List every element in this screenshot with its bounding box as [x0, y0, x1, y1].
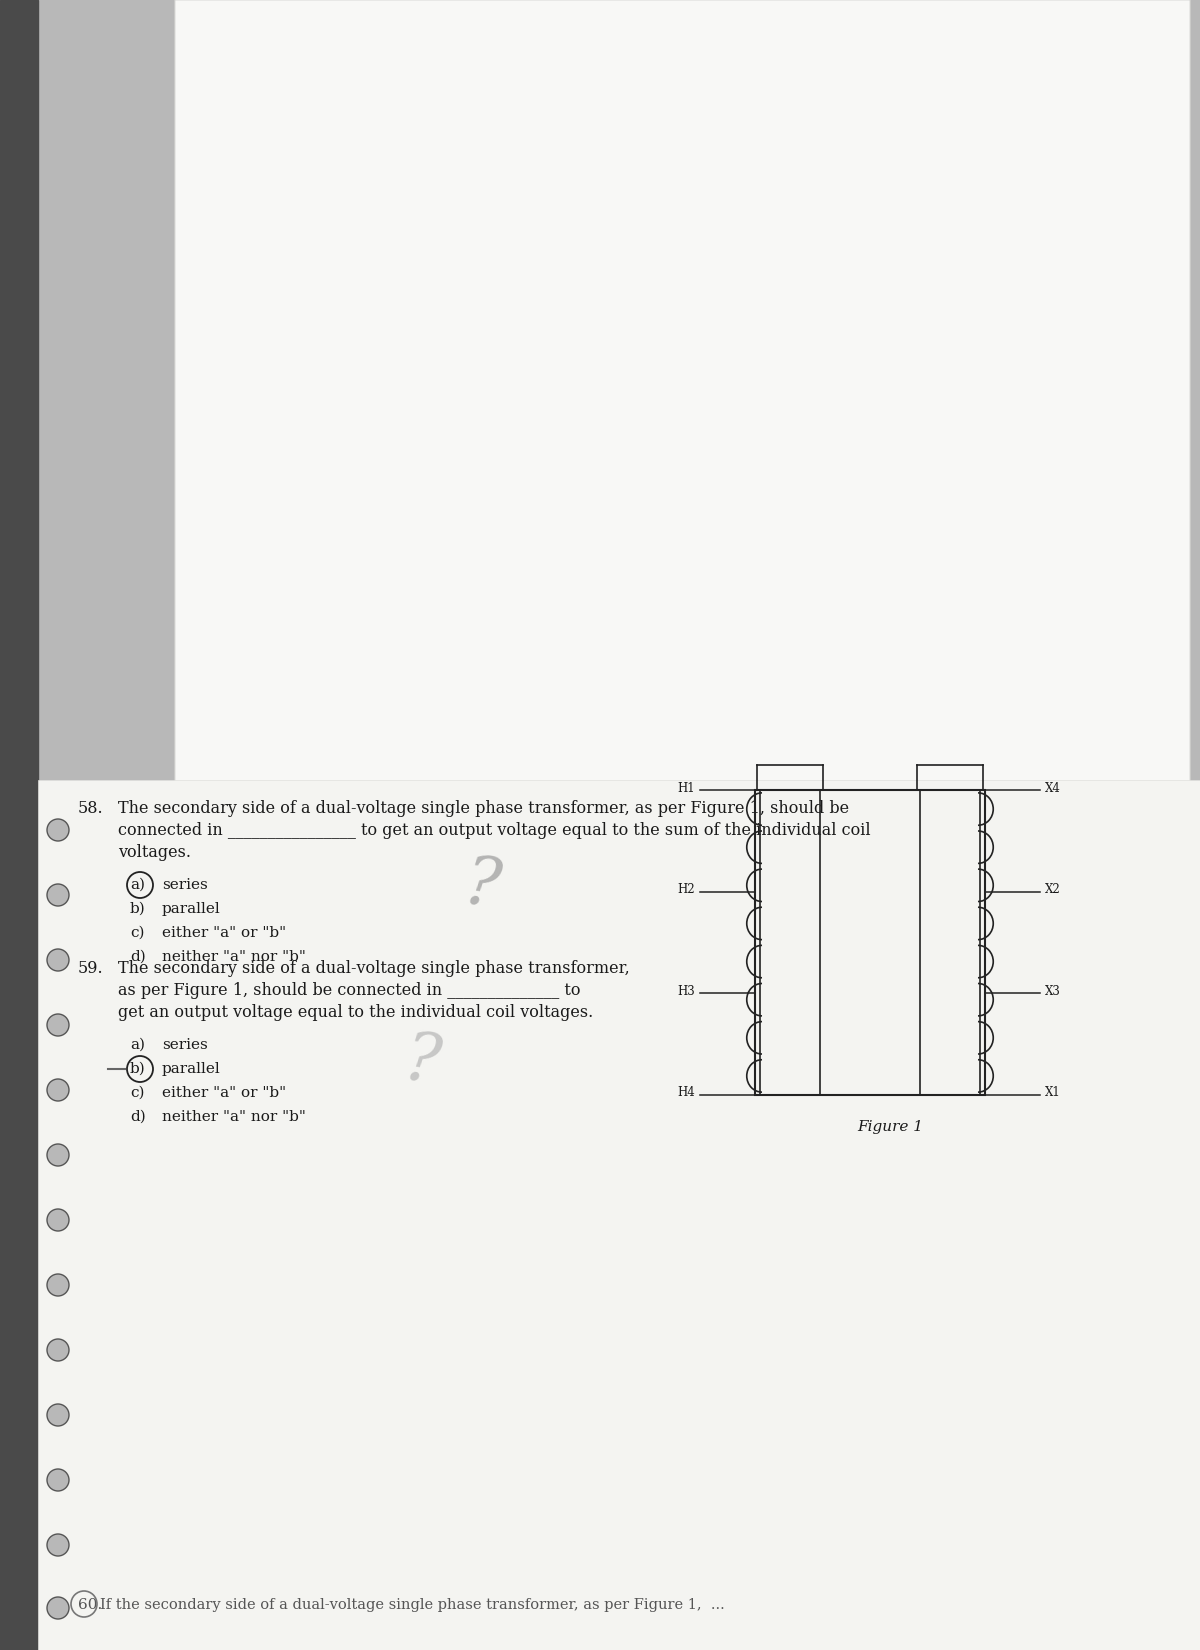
Text: H2: H2 — [677, 883, 695, 896]
Bar — [0, 0, 38, 1650]
Bar — [755, 790, 985, 1096]
Text: b): b) — [130, 1063, 145, 1076]
Text: get an output voltage equal to the individual coil voltages.: get an output voltage equal to the indiv… — [118, 1003, 593, 1021]
Text: either "a" or "b": either "a" or "b" — [162, 926, 286, 940]
Text: If the secondary side of a dual-voltage single phase transformer, as per Figure : If the secondary side of a dual-voltage … — [100, 1597, 725, 1612]
Circle shape — [47, 1534, 70, 1556]
Circle shape — [47, 1015, 70, 1036]
Text: voltages.: voltages. — [118, 845, 191, 861]
Text: either "a" or "b": either "a" or "b" — [162, 1086, 286, 1101]
Text: 58.: 58. — [78, 800, 103, 817]
Circle shape — [47, 1468, 70, 1492]
Text: series: series — [162, 878, 208, 893]
Circle shape — [47, 1404, 70, 1426]
Text: 59.: 59. — [78, 960, 103, 977]
Polygon shape — [175, 0, 1190, 950]
Polygon shape — [175, 0, 1190, 950]
Text: a): a) — [130, 1038, 145, 1053]
Text: ?: ? — [400, 1028, 444, 1097]
Text: parallel: parallel — [162, 1063, 221, 1076]
Circle shape — [47, 1340, 70, 1361]
Circle shape — [47, 818, 70, 842]
Text: a): a) — [130, 878, 145, 893]
Circle shape — [47, 1274, 70, 1295]
Text: parallel: parallel — [162, 903, 221, 916]
Circle shape — [47, 1079, 70, 1101]
Text: c): c) — [130, 1086, 144, 1101]
Text: X2: X2 — [1045, 883, 1061, 896]
Circle shape — [47, 884, 70, 906]
Text: series: series — [162, 1038, 208, 1053]
Text: as per Figure 1, should be connected in ______________ to: as per Figure 1, should be connected in … — [118, 982, 581, 998]
Text: ?: ? — [460, 851, 504, 922]
Circle shape — [47, 949, 70, 970]
Text: X3: X3 — [1045, 985, 1061, 998]
Text: c): c) — [130, 926, 144, 940]
Text: d): d) — [130, 1110, 145, 1124]
Text: X4: X4 — [1045, 782, 1061, 795]
Text: H1: H1 — [677, 782, 695, 795]
Text: d): d) — [130, 950, 145, 964]
Bar — [760, 790, 820, 1096]
Text: Figure 1: Figure 1 — [857, 1120, 923, 1134]
Text: b): b) — [130, 903, 145, 916]
Text: neither "a" nor "b": neither "a" nor "b" — [162, 1110, 306, 1124]
Text: H4: H4 — [677, 1086, 695, 1099]
Text: connected in ________________ to get an output voltage equal to the sum of the i: connected in ________________ to get an … — [118, 822, 871, 838]
Text: The secondary side of a dual-voltage single phase transformer,: The secondary side of a dual-voltage sin… — [118, 960, 630, 977]
Text: H3: H3 — [677, 985, 695, 998]
Circle shape — [47, 1597, 70, 1619]
Text: 60.: 60. — [78, 1597, 102, 1612]
Bar — [38, 780, 1200, 1650]
Circle shape — [47, 1143, 70, 1167]
Text: X1: X1 — [1045, 1086, 1061, 1099]
Circle shape — [47, 1209, 70, 1231]
Text: The secondary side of a dual-voltage single phase transformer, as per Figure 1, : The secondary side of a dual-voltage sin… — [118, 800, 850, 817]
Bar — [920, 790, 980, 1096]
Text: neither "a" nor "b": neither "a" nor "b" — [162, 950, 306, 964]
